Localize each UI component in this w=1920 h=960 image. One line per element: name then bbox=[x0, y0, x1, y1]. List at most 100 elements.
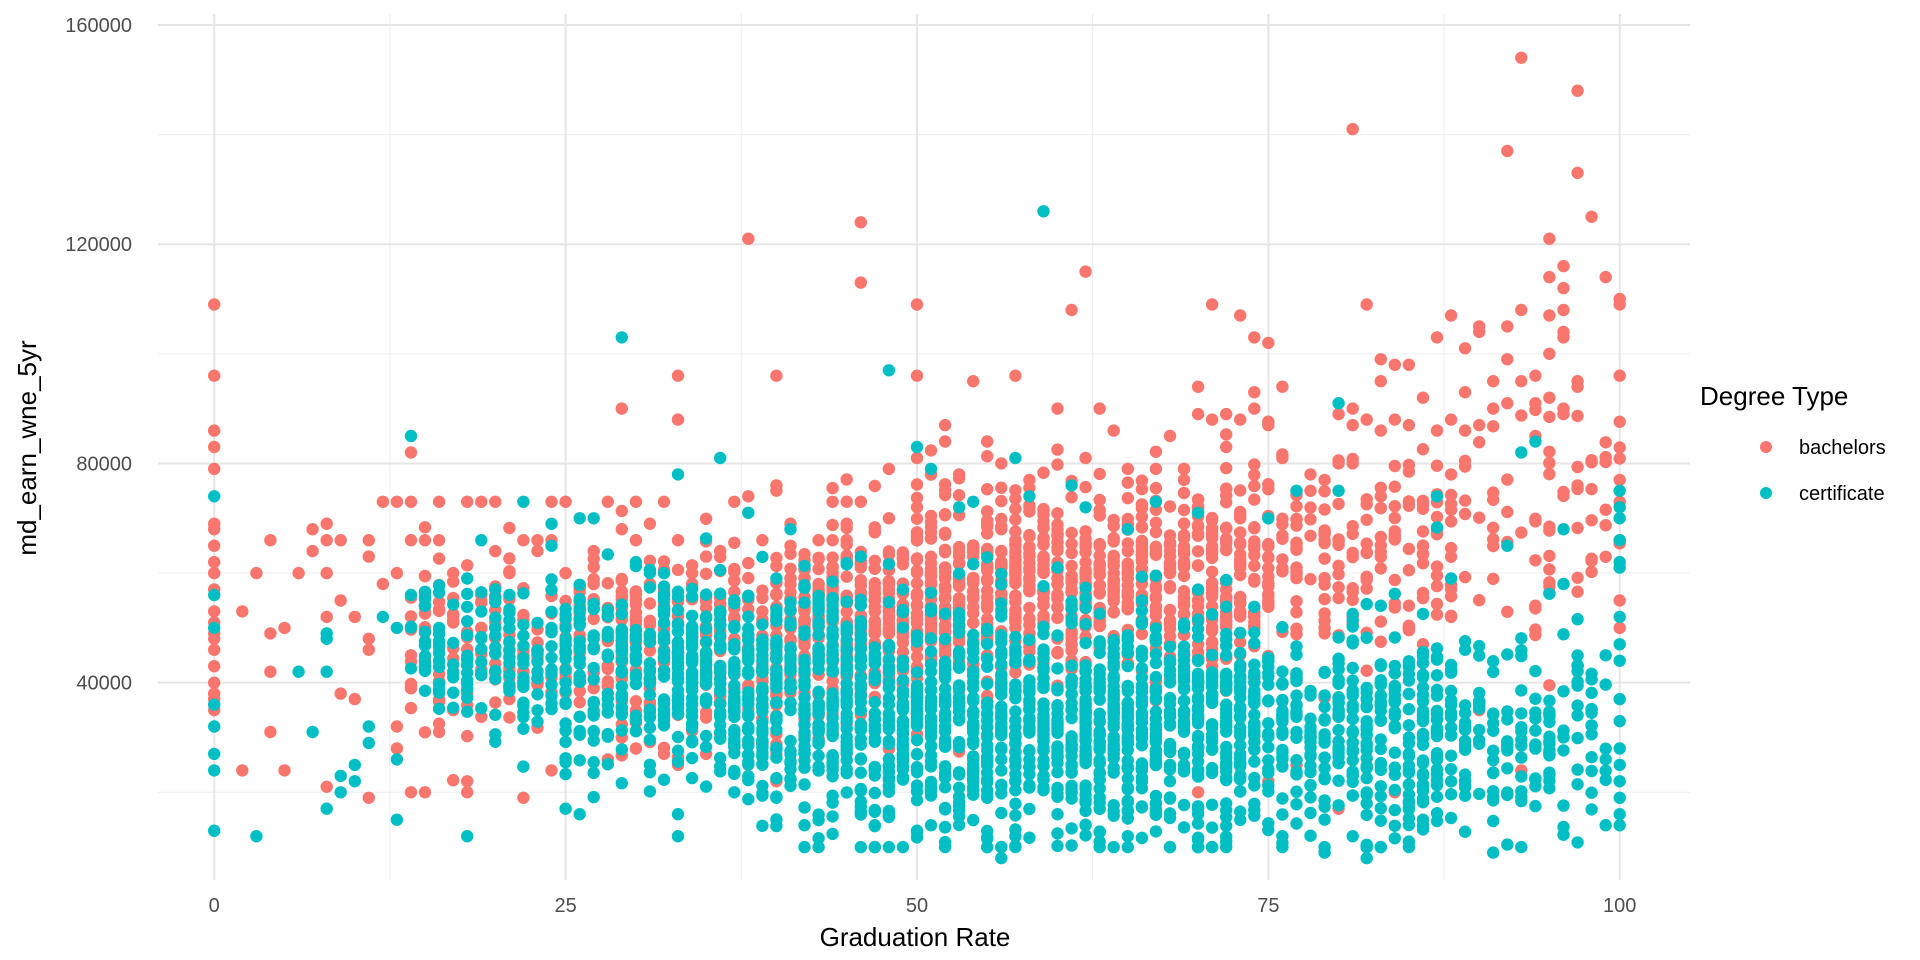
data-point bbox=[1121, 596, 1135, 610]
data-point bbox=[1177, 486, 1191, 500]
data-point bbox=[1402, 495, 1416, 508]
data-point bbox=[1599, 550, 1612, 563]
data-point bbox=[418, 521, 432, 534]
data-point bbox=[995, 457, 1008, 470]
data-point bbox=[699, 658, 713, 672]
data-point bbox=[1079, 265, 1092, 278]
data-point bbox=[1374, 530, 1388, 544]
data-point bbox=[1473, 649, 1486, 662]
data-point bbox=[208, 676, 221, 689]
data-point bbox=[1290, 595, 1303, 608]
data-point bbox=[1571, 731, 1584, 745]
data-point bbox=[1585, 686, 1598, 700]
data-point bbox=[770, 696, 783, 709]
data-point bbox=[1304, 573, 1317, 586]
data-point bbox=[1374, 790, 1388, 803]
data-point bbox=[714, 587, 727, 600]
data-point bbox=[1234, 773, 1247, 786]
data-point bbox=[1360, 797, 1373, 810]
data-point bbox=[531, 704, 544, 717]
data-point bbox=[1487, 539, 1500, 553]
data-point bbox=[826, 770, 839, 783]
data-point bbox=[728, 536, 741, 549]
data-point bbox=[1374, 353, 1388, 366]
data-point bbox=[967, 719, 980, 732]
data-point bbox=[756, 663, 769, 676]
data-point bbox=[1515, 51, 1528, 64]
data-point bbox=[1009, 513, 1022, 526]
data-point bbox=[208, 566, 221, 580]
data-point bbox=[671, 690, 685, 703]
data-point bbox=[1515, 840, 1528, 854]
data-point bbox=[306, 725, 319, 739]
data-point bbox=[1220, 600, 1233, 613]
data-point bbox=[981, 753, 994, 766]
data-point bbox=[503, 668, 516, 682]
data-point bbox=[1543, 410, 1556, 424]
data-point bbox=[910, 491, 924, 505]
data-point bbox=[1177, 585, 1191, 598]
data-point bbox=[1402, 674, 1416, 687]
data-point bbox=[278, 621, 291, 635]
data-point bbox=[671, 702, 685, 715]
data-point bbox=[1388, 573, 1402, 587]
data-point bbox=[868, 840, 881, 854]
data-point bbox=[1093, 586, 1106, 599]
data-point bbox=[1318, 731, 1331, 745]
data-point bbox=[517, 629, 530, 642]
data-point bbox=[418, 726, 432, 739]
data-point bbox=[1444, 413, 1458, 426]
data-point bbox=[910, 298, 924, 311]
data-point bbox=[995, 700, 1008, 713]
data-point bbox=[1191, 622, 1205, 636]
data-point bbox=[1346, 620, 1359, 633]
data-point bbox=[320, 665, 333, 678]
data-point bbox=[1360, 681, 1373, 695]
data-point bbox=[1444, 684, 1458, 698]
data-point bbox=[1599, 436, 1612, 449]
data-point bbox=[924, 739, 938, 752]
data-point bbox=[1388, 819, 1402, 832]
data-point bbox=[1177, 608, 1191, 621]
data-point bbox=[1529, 799, 1542, 813]
data-point bbox=[1220, 715, 1233, 728]
data-point bbox=[1262, 570, 1275, 583]
data-point bbox=[882, 665, 896, 679]
data-point bbox=[1571, 679, 1584, 692]
data-point bbox=[1065, 644, 1078, 657]
data-point bbox=[910, 666, 924, 679]
data-point bbox=[882, 462, 896, 476]
data-point bbox=[1220, 482, 1233, 495]
data-point bbox=[910, 440, 924, 454]
data-point bbox=[1065, 585, 1078, 599]
data-point bbox=[264, 725, 277, 739]
data-point bbox=[1234, 646, 1247, 660]
data-point bbox=[1177, 821, 1191, 834]
data-point bbox=[1571, 571, 1584, 584]
data-point bbox=[1613, 594, 1626, 607]
data-point bbox=[1163, 811, 1177, 825]
data-point bbox=[896, 603, 910, 617]
data-point bbox=[1318, 536, 1331, 550]
data-point bbox=[868, 805, 881, 818]
data-point bbox=[1079, 804, 1092, 818]
data-point bbox=[1543, 232, 1556, 245]
data-point bbox=[390, 753, 404, 766]
data-point bbox=[714, 638, 727, 651]
data-point bbox=[531, 655, 544, 668]
data-point bbox=[1458, 507, 1472, 521]
data-point bbox=[461, 587, 474, 601]
data-point bbox=[1276, 621, 1289, 634]
data-point bbox=[418, 570, 432, 583]
data-point bbox=[1374, 658, 1388, 671]
data-point bbox=[1374, 733, 1388, 746]
data-point bbox=[1149, 516, 1163, 529]
data-point bbox=[1346, 585, 1359, 599]
data-point bbox=[826, 647, 839, 661]
data-point bbox=[1065, 546, 1078, 560]
data-point bbox=[1332, 407, 1345, 421]
data-point bbox=[1191, 732, 1205, 745]
data-point bbox=[390, 813, 404, 826]
data-point bbox=[770, 791, 783, 804]
data-point bbox=[1037, 205, 1050, 218]
